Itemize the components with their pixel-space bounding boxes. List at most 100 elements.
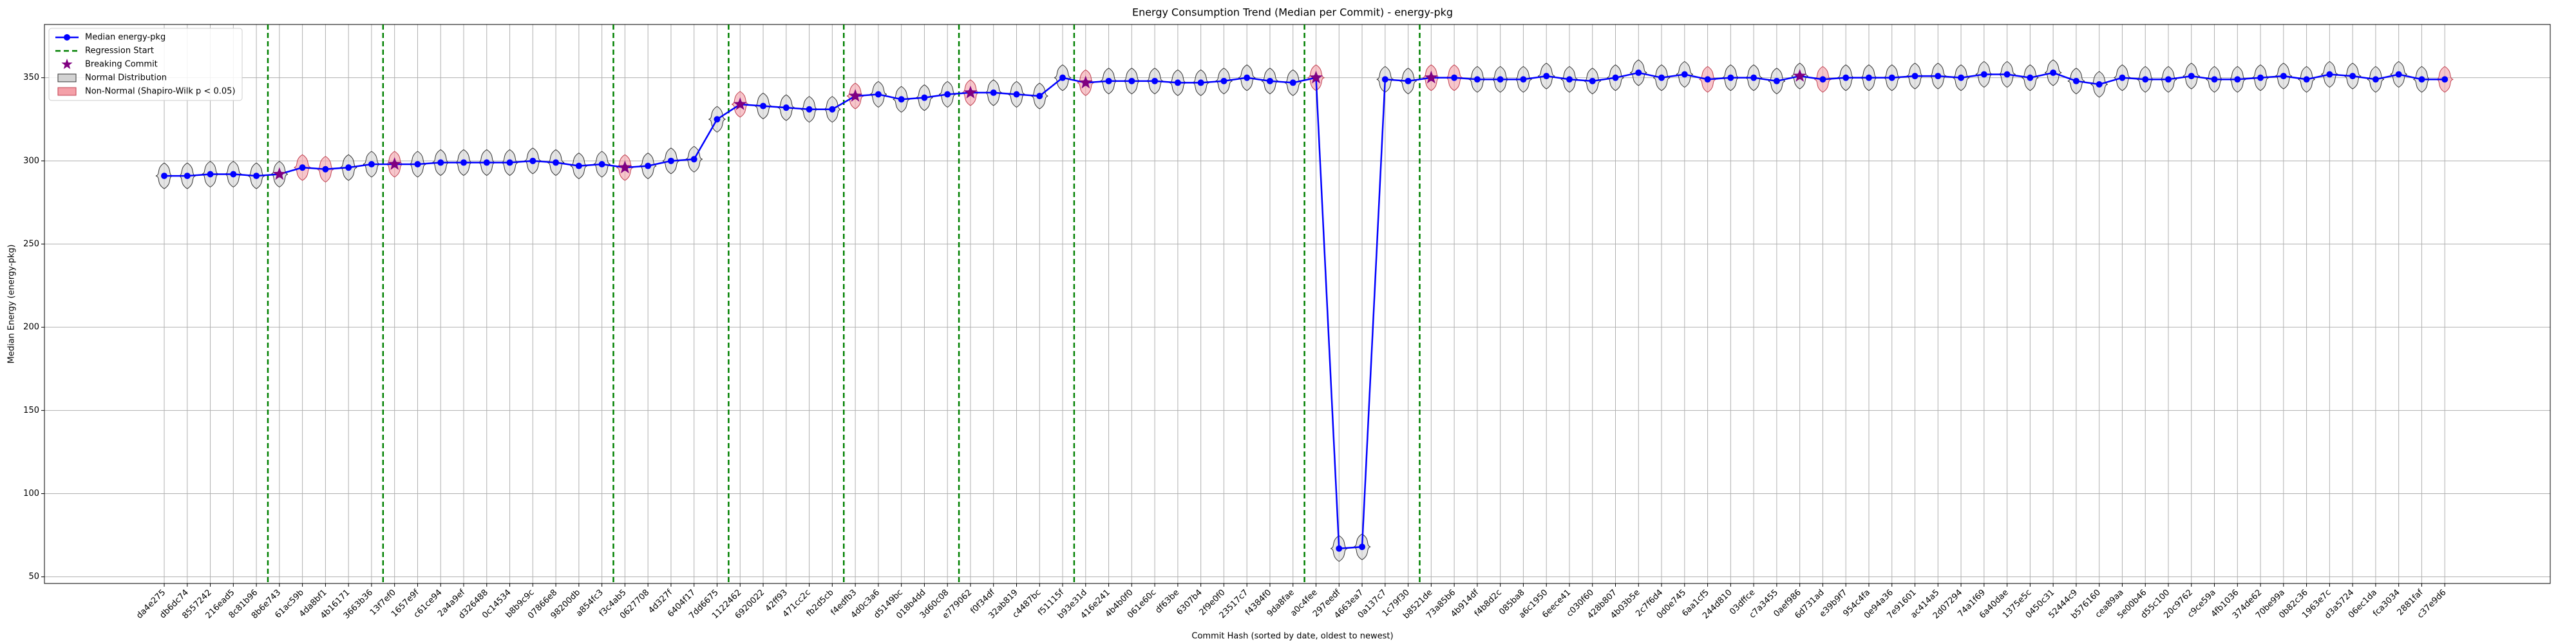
legend-label: Non-Normal (Shapiro-Wilk p < 0.05) [85, 87, 235, 97]
breaking-star [1424, 70, 1438, 84]
legend-label: Median energy-pkg [85, 33, 166, 43]
y-tick-label: 150 [23, 406, 39, 415]
breaking-star [963, 85, 978, 99]
median-marker [2119, 74, 2126, 81]
median-marker [2072, 77, 2079, 84]
legend-label: Breaking Commit [85, 60, 158, 70]
median-marker [2003, 71, 2011, 78]
median-marker [1151, 77, 1159, 84]
legend-patch [57, 73, 77, 82]
median-marker [1681, 71, 1688, 78]
grid [44, 24, 2550, 583]
median-marker [414, 161, 421, 167]
breaking-star [1079, 75, 1093, 89]
median-marker [1128, 77, 1135, 84]
median-marker [667, 157, 674, 164]
y-tick-label: 250 [23, 240, 39, 249]
median-marker [1220, 77, 1227, 84]
median-marker [1520, 76, 1527, 83]
median-marker [345, 164, 352, 171]
median-marker [2395, 71, 2402, 78]
y-tick-label: 50 [28, 572, 39, 582]
median-marker [2142, 76, 2149, 83]
median-marker [1105, 77, 1112, 84]
breaking-star [388, 157, 402, 170]
y-tick-label: 350 [23, 73, 39, 82]
breaking-star [1793, 69, 1807, 82]
median-marker [921, 94, 928, 101]
median-marker [1405, 77, 1412, 84]
median-marker [1958, 74, 1965, 81]
median-marker [299, 164, 306, 171]
median-marker [2257, 74, 2264, 81]
median-marker [690, 156, 697, 163]
median-marker [161, 173, 167, 180]
median-marker [1842, 74, 1850, 81]
median-marker [1497, 76, 1504, 83]
median-marker [1013, 91, 1020, 98]
median-marker [598, 161, 605, 167]
y-tick-label: 200 [23, 323, 39, 332]
median-marker [575, 162, 582, 169]
median-marker [875, 91, 882, 98]
median-marker [1336, 545, 1343, 552]
median-marker [1589, 77, 1596, 84]
median-marker [1635, 69, 1642, 76]
legend-marker [64, 34, 70, 41]
median-marker [1244, 74, 1251, 81]
median-marker [184, 173, 191, 180]
median-marker [322, 166, 329, 173]
median-marker [1773, 77, 1780, 84]
median-marker [1174, 79, 1181, 86]
median-marker [1359, 544, 1366, 551]
median-marker [2303, 76, 2310, 83]
median-marker [1266, 77, 1273, 84]
median-marker [714, 116, 721, 123]
median-marker [2050, 69, 2057, 76]
median-marker [1473, 76, 1481, 83]
median-marker [2441, 76, 2448, 83]
median-marker [483, 159, 490, 166]
median-marker [529, 157, 536, 164]
breaking-star [733, 97, 747, 110]
median-marker [1865, 74, 1872, 81]
median-marker [1197, 79, 1204, 86]
median-marker [1911, 73, 1918, 80]
median-marker [2349, 73, 2356, 80]
breaking-star [848, 89, 862, 102]
y-tick-label: 300 [23, 156, 39, 166]
median-marker [1289, 79, 1296, 86]
median-marker [990, 89, 997, 96]
median-marker [944, 91, 951, 98]
median-marker [782, 104, 790, 111]
median-marker [2164, 76, 2172, 83]
median-marker [2326, 71, 2333, 78]
median-marker [645, 162, 652, 169]
median-marker [1750, 74, 1757, 81]
median-marker [2372, 76, 2379, 83]
breaking-star [618, 160, 632, 174]
median-marker [1980, 71, 1987, 78]
plot-frame [44, 24, 2551, 584]
median-marker [1704, 76, 1711, 83]
median-marker [460, 159, 468, 166]
median-marker [2096, 81, 2103, 88]
median-marker [1059, 74, 1066, 81]
median-marker [1888, 74, 1895, 81]
median-marker [2280, 73, 2287, 80]
legend: Median energy-pkg Regression Start Breakin… [48, 28, 243, 101]
median-marker [553, 159, 560, 166]
median-line [164, 71, 2445, 550]
median-marker [207, 171, 214, 178]
median-marker [1543, 73, 1550, 80]
median-marker [2211, 76, 2218, 83]
median-marker [1381, 76, 1388, 83]
median-marker [2188, 73, 2195, 80]
median-marker [437, 159, 444, 166]
median-marker [1658, 74, 1665, 81]
breaking-star [272, 167, 287, 180]
x-axis-label: Commit Hash (sorted by date, oldest to n… [1191, 632, 1393, 641]
median-marker [1727, 74, 1734, 81]
median-marker [760, 102, 767, 109]
